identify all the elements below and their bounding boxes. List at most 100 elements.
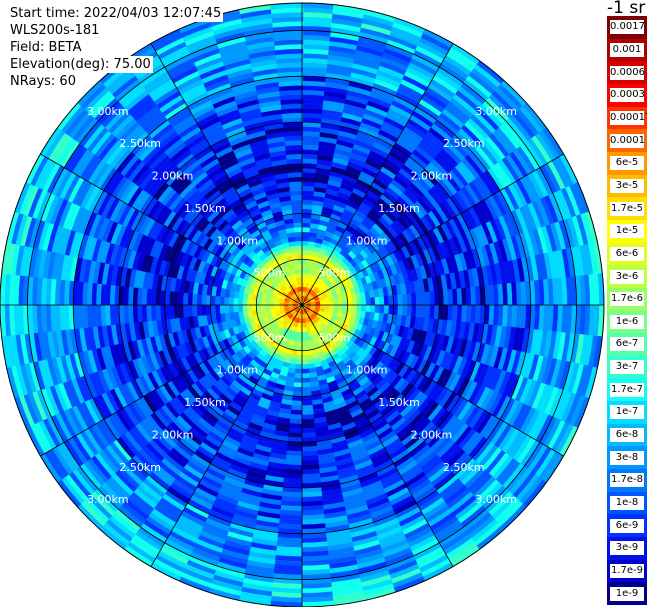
colorbar-swatch: 0.0001 bbox=[607, 129, 647, 153]
colorbar-label: 0.0006 bbox=[610, 65, 645, 80]
backscatter-gate bbox=[290, 400, 303, 406]
backscatter-gate bbox=[301, 400, 313, 406]
colorbar-swatch: 3e-7 bbox=[607, 355, 647, 379]
backscatter-gate bbox=[301, 336, 306, 342]
backscatter-gate bbox=[301, 377, 311, 383]
backscatter-gate bbox=[256, 304, 262, 310]
colorbar-swatch: 0.0006 bbox=[607, 61, 647, 85]
colorbar-label: 6e-7 bbox=[610, 337, 644, 352]
backscatter-gate bbox=[337, 296, 344, 302]
backscatter-gate bbox=[290, 195, 303, 201]
range-ring-label: 2.50km bbox=[443, 461, 485, 474]
backscatter-gate bbox=[228, 296, 234, 306]
backscatter-gate bbox=[301, 350, 308, 356]
backscatter-gate bbox=[301, 382, 311, 388]
backscatter-gate bbox=[301, 222, 312, 228]
colorbar-label: 3e-6 bbox=[610, 269, 644, 284]
backscatter-gate bbox=[424, 304, 431, 320]
backscatter-gate bbox=[286, 153, 303, 160]
backscatter-gate bbox=[192, 304, 198, 317]
backscatter-field bbox=[0, 2, 605, 607]
colorbar-swatch: 6e-8 bbox=[607, 423, 647, 447]
backscatter-gate bbox=[155, 288, 162, 306]
range-ring-label: 500m bbox=[254, 267, 286, 280]
field-name: Field: BETA bbox=[10, 39, 84, 56]
range-ring-label: 1.50km bbox=[378, 202, 420, 215]
backscatter-gate bbox=[219, 295, 225, 306]
backscatter-gate bbox=[260, 304, 266, 310]
backscatter-gate bbox=[295, 245, 303, 251]
backscatter-gate bbox=[242, 298, 248, 306]
range-ring-label: 500m bbox=[318, 331, 350, 344]
backscatter-gate bbox=[233, 304, 239, 313]
backscatter-gate bbox=[301, 418, 315, 425]
backscatter-gate bbox=[301, 181, 316, 187]
backscatter-gate bbox=[284, 135, 303, 142]
backscatter-gate bbox=[287, 427, 303, 434]
backscatter-gate bbox=[301, 459, 319, 466]
colorbar-label: 1e-5 bbox=[610, 224, 644, 239]
backscatter-gate bbox=[137, 304, 143, 323]
backscatter-gate bbox=[297, 259, 303, 265]
backscatter-gate bbox=[295, 240, 303, 247]
backscatter-gate bbox=[301, 240, 310, 247]
colorbar-label: 0.0017 bbox=[610, 20, 645, 35]
backscatter-gate bbox=[429, 304, 435, 320]
backscatter-gate bbox=[429, 290, 435, 306]
backscatter-gate bbox=[296, 249, 303, 256]
backscatter-gate bbox=[288, 423, 303, 429]
colorbar-swatch: 0.0017 bbox=[607, 16, 647, 40]
backscatter-gate bbox=[196, 293, 203, 306]
backscatter-gate bbox=[296, 345, 303, 351]
backscatter-gate bbox=[292, 386, 303, 393]
backscatter-gate bbox=[301, 190, 315, 196]
backscatter-gate bbox=[301, 204, 314, 210]
colorbar-swatch: 0.001 bbox=[607, 38, 647, 62]
backscatter-gate bbox=[447, 289, 454, 306]
backscatter-gate bbox=[374, 296, 380, 306]
backscatter-gate bbox=[251, 299, 257, 306]
backscatter-gate bbox=[287, 432, 303, 438]
backscatter-gate bbox=[424, 291, 431, 306]
colorbar-swatch: 0.00017 bbox=[607, 106, 647, 130]
backscatter-gate bbox=[415, 292, 422, 306]
backscatter-gate bbox=[224, 304, 230, 314]
backscatter-gate bbox=[301, 427, 316, 434]
backscatter-gate bbox=[456, 288, 463, 306]
backscatter-gate bbox=[301, 172, 317, 178]
backscatter-gate bbox=[256, 299, 262, 306]
backscatter-gate bbox=[301, 363, 309, 370]
backscatter-gate bbox=[338, 300, 344, 306]
backscatter-gate bbox=[233, 297, 239, 306]
backscatter-gate bbox=[301, 464, 320, 470]
backscatter-gate bbox=[301, 227, 311, 233]
colorbar-swatch: 6e-9 bbox=[607, 514, 647, 538]
colorbar-label: 0.0001 bbox=[610, 133, 645, 148]
range-ring-label: 1.00km bbox=[346, 364, 388, 377]
backscatter-gate bbox=[356, 298, 362, 306]
backscatter-gate bbox=[297, 263, 303, 269]
backscatter-gate bbox=[285, 445, 303, 452]
backscatter-gate bbox=[284, 140, 303, 146]
backscatter-gate bbox=[406, 304, 412, 318]
backscatter-gate bbox=[360, 304, 367, 313]
colorbar-label: 3e-7 bbox=[610, 360, 644, 375]
backscatter-gate bbox=[178, 291, 184, 306]
range-ring-label: 1.50km bbox=[184, 202, 226, 215]
backscatter-gate bbox=[465, 287, 472, 306]
backscatter-gate bbox=[301, 386, 312, 393]
colorbar-label: 0.0003 bbox=[610, 88, 645, 103]
backscatter-gate bbox=[351, 304, 358, 312]
colorbar: 0.0017 0.001 0.0006 0.0003 0.00017 0.0001 6e-5… bbox=[607, 16, 647, 606]
backscatter-gate bbox=[146, 287, 153, 306]
colorbar-label: 1e-9 bbox=[610, 586, 644, 601]
backscatter-gate bbox=[201, 293, 207, 306]
colorbar-label: 6e-8 bbox=[610, 428, 644, 443]
colorbar-label: 6e-9 bbox=[610, 518, 644, 533]
range-ring-label: 2.50km bbox=[119, 461, 161, 474]
backscatter-gate bbox=[420, 304, 426, 319]
colorbar-swatch: 3e-8 bbox=[607, 446, 647, 470]
colorbar-swatch: 3e-6 bbox=[607, 265, 647, 289]
backscatter-gate bbox=[401, 293, 408, 306]
backscatter-gate bbox=[246, 298, 253, 306]
